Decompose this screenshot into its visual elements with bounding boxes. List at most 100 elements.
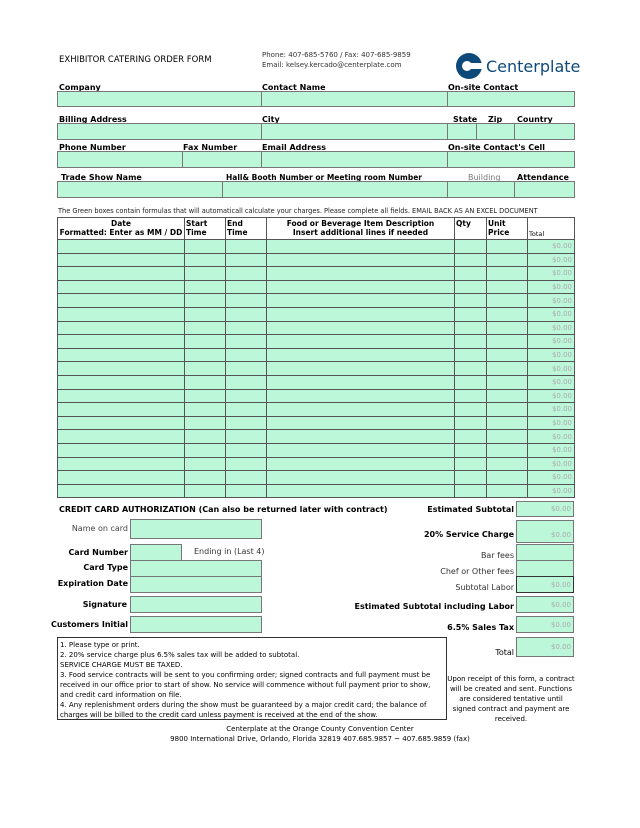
qty-cell[interactable]: [454, 483, 487, 499]
end-time-cell[interactable]: [225, 279, 267, 295]
description-cell[interactable]: [266, 388, 455, 404]
unit-price-cell[interactable]: [486, 483, 528, 499]
end-time-cell[interactable]: [225, 293, 267, 308]
date-cell[interactable]: [57, 239, 185, 254]
country-input[interactable]: [514, 123, 575, 140]
start-time-cell[interactable]: [184, 361, 226, 376]
company-input[interactable]: [57, 91, 262, 107]
end-time-cell[interactable]: [225, 374, 267, 390]
description-cell[interactable]: [266, 456, 455, 472]
start-time-cell[interactable]: [184, 347, 226, 363]
start-time-cell[interactable]: [184, 415, 226, 431]
date-cell[interactable]: [57, 374, 185, 390]
unit-price-cell[interactable]: [486, 442, 528, 458]
start-time-cell[interactable]: [184, 456, 226, 472]
unit-price-cell[interactable]: [486, 361, 528, 376]
billing-address-input[interactable]: [57, 123, 262, 140]
end-time-cell[interactable]: [225, 402, 267, 417]
date-cell[interactable]: [57, 429, 185, 444]
onsite-cell-input[interactable]: [447, 151, 575, 168]
unit-price-cell[interactable]: [486, 456, 528, 472]
description-cell[interactable]: [266, 361, 455, 376]
qty-cell[interactable]: [454, 388, 487, 404]
description-cell[interactable]: [266, 442, 455, 458]
zip-input[interactable]: [476, 123, 515, 140]
qty-cell[interactable]: [454, 334, 487, 349]
date-cell[interactable]: [57, 361, 185, 376]
end-time-cell[interactable]: [225, 334, 267, 349]
start-time-cell[interactable]: [184, 279, 226, 295]
end-time-cell[interactable]: [225, 415, 267, 431]
description-cell[interactable]: [266, 320, 455, 336]
qty-cell[interactable]: [454, 306, 487, 322]
date-cell[interactable]: [57, 470, 185, 485]
unit-price-cell[interactable]: [486, 279, 528, 295]
start-time-cell[interactable]: [184, 388, 226, 404]
date-cell[interactable]: [57, 415, 185, 431]
unit-price-cell[interactable]: [486, 266, 528, 281]
end-time-cell[interactable]: [225, 388, 267, 404]
date-cell[interactable]: [57, 442, 185, 458]
start-time-cell[interactable]: [184, 402, 226, 417]
end-time-cell[interactable]: [225, 239, 267, 254]
state-input[interactable]: [447, 123, 477, 140]
qty-cell[interactable]: [454, 456, 487, 472]
start-time-cell[interactable]: [184, 252, 226, 268]
description-cell[interactable]: [266, 470, 455, 485]
end-time-cell[interactable]: [225, 470, 267, 485]
date-cell[interactable]: [57, 306, 185, 322]
unit-price-cell[interactable]: [486, 388, 528, 404]
card-number-input[interactable]: [130, 544, 182, 561]
description-cell[interactable]: [266, 279, 455, 295]
bar-fees-input[interactable]: [516, 544, 574, 561]
description-cell[interactable]: [266, 293, 455, 308]
start-time-cell[interactable]: [184, 470, 226, 485]
date-cell[interactable]: [57, 279, 185, 295]
unit-price-cell[interactable]: [486, 415, 528, 431]
end-time-cell[interactable]: [225, 361, 267, 376]
chef-fees-input[interactable]: [516, 560, 574, 577]
start-time-cell[interactable]: [184, 429, 226, 444]
unit-price-cell[interactable]: [486, 347, 528, 363]
signature-input[interactable]: [130, 596, 262, 613]
description-cell[interactable]: [266, 347, 455, 363]
city-input[interactable]: [261, 123, 448, 140]
unit-price-cell[interactable]: [486, 252, 528, 268]
qty-cell[interactable]: [454, 279, 487, 295]
email-input[interactable]: [261, 151, 448, 168]
phone-input[interactable]: [57, 151, 183, 168]
description-cell[interactable]: [266, 429, 455, 444]
description-cell[interactable]: [266, 483, 455, 499]
qty-cell[interactable]: [454, 470, 487, 485]
unit-price-cell[interactable]: [486, 293, 528, 308]
start-time-cell[interactable]: [184, 293, 226, 308]
description-cell[interactable]: [266, 334, 455, 349]
start-time-cell[interactable]: [184, 334, 226, 349]
description-cell[interactable]: [266, 306, 455, 322]
date-cell[interactable]: [57, 320, 185, 336]
date-cell[interactable]: [57, 266, 185, 281]
end-time-cell[interactable]: [225, 320, 267, 336]
qty-cell[interactable]: [454, 252, 487, 268]
building-input[interactable]: [447, 181, 515, 198]
end-time-cell[interactable]: [225, 429, 267, 444]
start-time-cell[interactable]: [184, 320, 226, 336]
qty-cell[interactable]: [454, 361, 487, 376]
qty-cell[interactable]: [454, 402, 487, 417]
onsite-contact-input[interactable]: [447, 91, 575, 107]
unit-price-cell[interactable]: [486, 239, 528, 254]
qty-cell[interactable]: [454, 293, 487, 308]
card-type-input[interactable]: [130, 560, 262, 577]
unit-price-cell[interactable]: [486, 334, 528, 349]
qty-cell[interactable]: [454, 347, 487, 363]
start-time-cell[interactable]: [184, 442, 226, 458]
qty-cell[interactable]: [454, 266, 487, 281]
description-cell[interactable]: [266, 239, 455, 254]
start-time-cell[interactable]: [184, 483, 226, 499]
description-cell[interactable]: [266, 252, 455, 268]
fax-input[interactable]: [182, 151, 262, 168]
qty-cell[interactable]: [454, 320, 487, 336]
date-cell[interactable]: [57, 252, 185, 268]
initial-input[interactable]: [130, 616, 262, 633]
date-cell[interactable]: [57, 483, 185, 499]
